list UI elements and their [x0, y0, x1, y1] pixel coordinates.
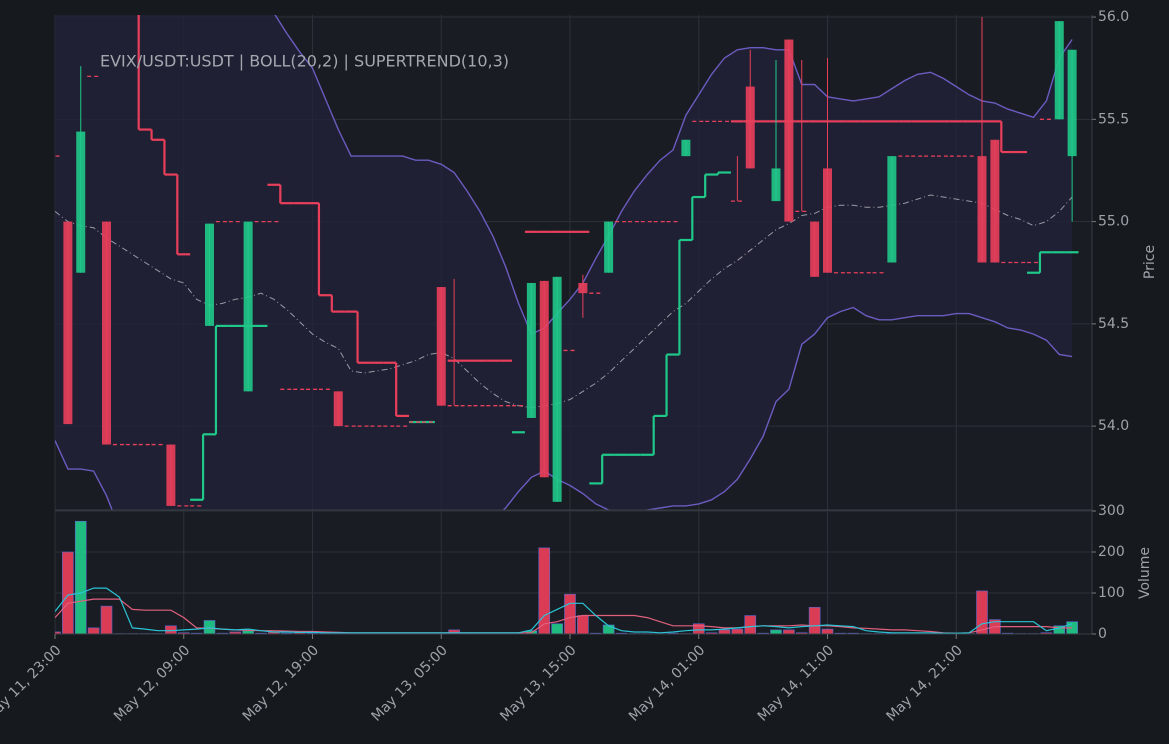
- bollinger-middle: [55, 194, 1073, 409]
- volume-bar: [177, 632, 190, 634]
- chart-title: EVIX/USDT:USDT | BOLL(20,2) | SUPERTREND…: [100, 52, 509, 71]
- volume-bar: [203, 620, 216, 634]
- candle-body: [526, 282, 536, 418]
- y-tick-label: 0: [1098, 626, 1107, 642]
- volume-bar: [821, 628, 834, 634]
- bollinger-upper: [274, 15, 1073, 336]
- volume-bar: [87, 627, 100, 634]
- candle-body: [436, 287, 446, 406]
- bollinger-lower: [55, 306, 1073, 510]
- candle-body: [1054, 21, 1064, 120]
- volume-bar: [1040, 632, 1053, 634]
- candle-body: [63, 221, 73, 425]
- volume-bar: [564, 593, 576, 634]
- volume-bar: [718, 629, 731, 634]
- y-tick-label: 56.0: [1098, 9, 1129, 25]
- y-tick-label: 54.5: [1098, 316, 1129, 332]
- candle-body: [539, 280, 549, 478]
- volume-bar: [770, 629, 782, 634]
- y-tick-label: 54.0: [1098, 418, 1129, 434]
- candle-body: [784, 39, 794, 222]
- volume-plot: [55, 520, 1078, 634]
- volume-bar: [100, 605, 113, 634]
- volume-bar: [731, 628, 744, 634]
- candle-body: [578, 282, 588, 294]
- candle-body: [745, 86, 755, 169]
- y-tick-label: 100: [1098, 585, 1125, 601]
- candle-body: [977, 156, 987, 263]
- volume-bar: [448, 629, 460, 634]
- y-tick-label: 300: [1098, 503, 1125, 519]
- candle-body: [205, 223, 214, 326]
- volume-bar: [577, 615, 589, 634]
- volume-bar: [783, 629, 795, 634]
- candle-body: [552, 276, 562, 502]
- volume-bar: [808, 607, 821, 634]
- volume-bar: [744, 615, 757, 634]
- candle-body: [771, 168, 781, 202]
- volume-bar: [229, 631, 242, 634]
- volume-bar: [976, 590, 988, 634]
- y-tick-label: 55.0: [1098, 214, 1129, 230]
- y-tick-label: 200: [1098, 544, 1125, 560]
- price-plot: [55, 15, 1079, 510]
- candle-body: [810, 221, 820, 277]
- volume-bar: [692, 623, 705, 634]
- y-axis-label: Volume: [1137, 547, 1153, 599]
- candle-body: [990, 139, 1000, 263]
- volume-bar: [795, 632, 808, 634]
- candle-body: [1067, 49, 1077, 157]
- candle-body: [681, 139, 691, 157]
- y-tick-label: 55.5: [1098, 111, 1129, 127]
- volume-bar: [62, 551, 74, 634]
- candle-body: [887, 156, 897, 263]
- candle-body: [102, 221, 111, 445]
- volume-bar: [705, 632, 718, 634]
- volume-bar: [551, 623, 563, 634]
- candle-body: [76, 131, 86, 273]
- candle-body: [604, 221, 614, 273]
- candle-body: [823, 168, 832, 273]
- y-axis-label: Price: [1142, 245, 1158, 279]
- volume-average: [55, 587, 1073, 634]
- axes: [55, 15, 1093, 635]
- candle-body: [333, 391, 343, 427]
- volume-bar: [55, 631, 61, 634]
- volume-bar: [538, 547, 551, 634]
- candle-body: [166, 444, 176, 506]
- candle-body: [243, 221, 253, 392]
- volume-bar: [74, 520, 87, 634]
- band-fill: [55, 15, 1073, 510]
